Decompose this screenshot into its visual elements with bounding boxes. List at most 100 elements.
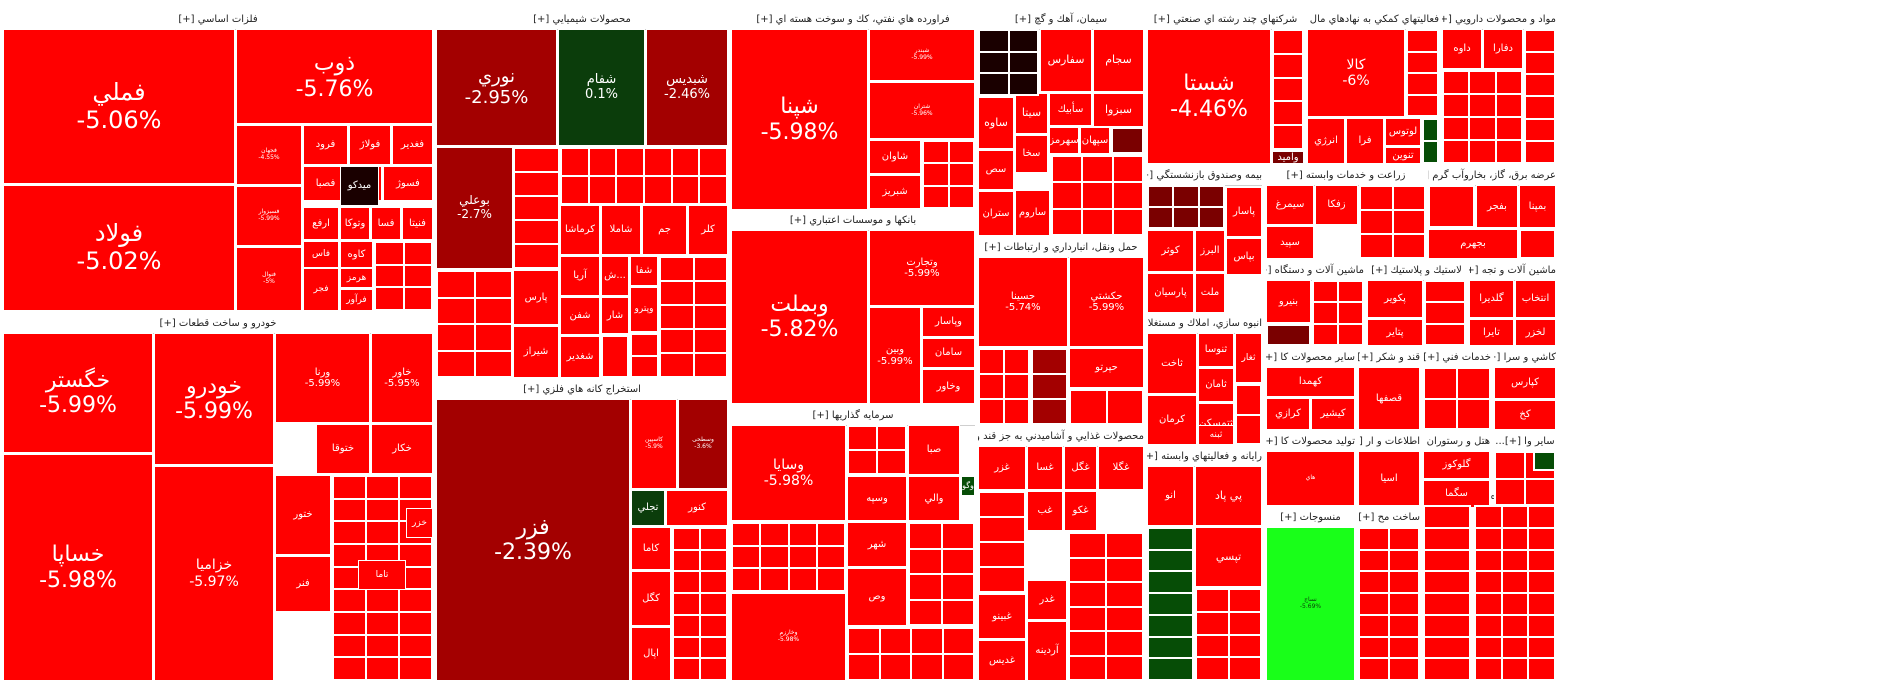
stock-tile[interactable]: شفا <box>630 256 658 286</box>
mini-tile[interactable] <box>673 614 700 637</box>
mini-tile[interactable] <box>1052 208 1083 235</box>
stock-tile[interactable]: فولاژ <box>349 125 391 165</box>
mini-tile[interactable] <box>660 329 694 353</box>
mini-tile[interactable] <box>1004 349 1029 374</box>
mini-tile[interactable] <box>375 242 404 265</box>
mini-tile[interactable] <box>732 523 761 546</box>
stock-tile[interactable]: تنوين <box>1385 147 1421 164</box>
mini-tile[interactable] <box>1032 399 1067 424</box>
stock-tile[interactable]: وخارزم -5.98% <box>731 593 846 681</box>
mini-tile[interactable] <box>1423 119 1438 141</box>
mini-tile[interactable] <box>1495 94 1522 117</box>
mini-tile[interactable] <box>474 350 512 377</box>
stock-tile[interactable]: خكار <box>371 424 433 474</box>
mini-tile[interactable] <box>1106 582 1143 607</box>
mini-tile[interactable] <box>1425 281 1465 303</box>
sector-header[interactable]: فراورده هاي نفتي، كك و سوخت هسته اي [+] <box>731 11 975 30</box>
mini-tile[interactable] <box>1236 414 1261 444</box>
mini-tile[interactable] <box>1495 140 1522 163</box>
mini-tile[interactable] <box>1469 71 1496 94</box>
mini-tile[interactable] <box>700 593 727 615</box>
mini-tile[interactable] <box>693 305 727 329</box>
stock-tile[interactable]: ملت <box>1195 273 1225 313</box>
stock-tile[interactable]: وتجارت -5.99% <box>869 230 975 306</box>
stock-tile[interactable]: ساروم <box>1015 190 1050 236</box>
mini-tile[interactable] <box>1443 71 1470 94</box>
mini-tile[interactable] <box>1148 614 1193 637</box>
mini-tile[interactable] <box>514 148 559 172</box>
mini-tile[interactable] <box>631 355 658 377</box>
mini-tile[interactable] <box>1528 506 1555 528</box>
mini-tile[interactable] <box>1148 528 1193 550</box>
stock-tile[interactable]: آردينه <box>1027 621 1067 681</box>
mini-tile[interactable] <box>1082 156 1113 183</box>
sector-header[interactable]: توليد محصولات كا [+]... <box>1266 433 1355 452</box>
mini-tile[interactable] <box>1495 452 1525 479</box>
stock-tile[interactable]: غگلا <box>1098 446 1144 490</box>
stock-tile[interactable]: ختور <box>275 475 331 555</box>
mini-tile[interactable] <box>1469 94 1496 117</box>
mini-tile[interactable] <box>1106 557 1143 582</box>
stock-tile[interactable]: ثبنه <box>1198 425 1234 445</box>
mini-tile[interactable] <box>699 176 727 204</box>
stock-tile[interactable]: فسوژ <box>383 166 433 201</box>
mini-tile[interactable] <box>1228 611 1261 635</box>
mini-tile[interactable] <box>366 476 399 499</box>
mini-tile[interactable] <box>514 196 559 220</box>
mini-tile[interactable] <box>693 353 727 377</box>
stock-tile[interactable]: كاسپين -5.9% <box>631 399 677 489</box>
mini-tile[interactable] <box>1008 30 1038 52</box>
mini-tile[interactable] <box>399 611 432 635</box>
mini-tile[interactable] <box>1424 658 1470 680</box>
stock-tile[interactable]: پارس <box>513 270 559 325</box>
mini-tile[interactable] <box>1069 655 1106 680</box>
mini-tile[interactable] <box>941 599 974 625</box>
mini-tile[interactable] <box>1360 234 1393 258</box>
mini-tile[interactable] <box>1359 528 1389 550</box>
sector-header[interactable]: محصولات غذايي و آشاميدني به جز قند و [+] <box>978 428 1144 447</box>
mini-tile[interactable] <box>588 148 617 176</box>
mini-tile[interactable] <box>1475 658 1502 680</box>
mini-tile[interactable] <box>1392 234 1425 258</box>
stock-tile[interactable]: هاي <box>1266 451 1355 506</box>
stock-tile[interactable]: بفجر <box>1476 185 1518 228</box>
mini-tile[interactable] <box>1106 390 1143 424</box>
stock-tile[interactable]: ختوقا <box>316 424 370 474</box>
mini-tile[interactable] <box>1004 374 1029 399</box>
mini-tile[interactable] <box>399 543 432 567</box>
mini-tile[interactable] <box>333 634 366 658</box>
sector-header[interactable]: فعاليتهاي كمكي به نهادهاي مال [+]... <box>1307 11 1439 30</box>
mini-tile[interactable] <box>700 658 727 680</box>
mini-tile[interactable] <box>1359 571 1389 594</box>
stock-tile[interactable]: بجهرم <box>1428 229 1518 259</box>
stock-tile[interactable]: شبديس -2.46% <box>646 29 728 146</box>
mini-tile[interactable] <box>673 658 700 680</box>
stock-tile[interactable]: شپنا -5.98% <box>731 29 868 210</box>
stock-tile[interactable]: ثامان <box>1198 368 1234 402</box>
mini-tile[interactable] <box>1359 593 1389 615</box>
stock-tile[interactable]: سخا <box>1015 135 1048 173</box>
mini-tile[interactable] <box>1424 398 1457 429</box>
sector-header[interactable]: فلزات اساسي [+] <box>3 11 433 30</box>
stock-tile[interactable]: فرا <box>1346 118 1384 164</box>
stock-tile[interactable]: فولاد -5.02% <box>3 185 235 311</box>
stock-tile[interactable]: سپهان <box>1080 127 1110 154</box>
stock-tile[interactable]: خزاميا -5.97% <box>154 466 274 681</box>
mini-tile[interactable] <box>848 654 880 680</box>
stock-tile[interactable]: وپترو <box>630 287 658 332</box>
sector-header[interactable]: انبوه سازي، املاك و مستغلات [+] <box>1147 315 1262 334</box>
mini-tile[interactable] <box>514 244 559 268</box>
stock-tile[interactable]: كگل <box>631 571 671 626</box>
mini-tile[interactable] <box>1359 549 1389 572</box>
mini-tile[interactable] <box>848 426 877 450</box>
sector-header[interactable]: عرضه برق، گاز، بخاروآب گرم [+] <box>1428 167 1556 186</box>
mini-tile[interactable] <box>1228 657 1261 680</box>
mini-tile[interactable] <box>366 589 399 612</box>
mini-tile[interactable] <box>1069 606 1106 631</box>
sector-header[interactable]: شركتهاي چند رشته اي صنعتي [+] <box>1147 11 1304 30</box>
stock-tile[interactable]: فنر <box>275 556 331 612</box>
stock-tile[interactable]: دفارا <box>1483 29 1523 69</box>
mini-tile[interactable] <box>643 148 672 176</box>
mini-tile[interactable] <box>909 548 942 574</box>
mini-tile[interactable] <box>375 287 404 310</box>
